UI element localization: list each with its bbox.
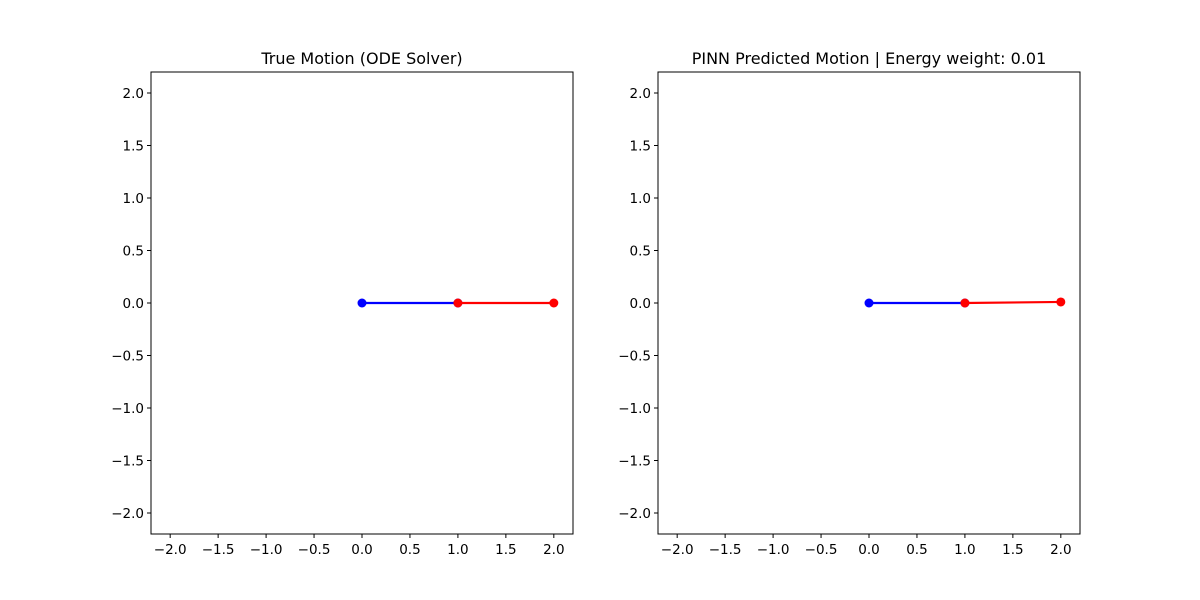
x-tick-label: −1.0 (757, 542, 790, 558)
axes-frame (657, 71, 1081, 535)
x-tick-label: −0.5 (298, 542, 331, 558)
y-tick-label: 0.5 (123, 244, 144, 260)
x-tick-label: 0.5 (399, 542, 420, 558)
y-tick-label: −2.0 (111, 506, 144, 522)
y-tick-label: −1.0 (111, 401, 144, 417)
x-tick-label: 0.5 (906, 542, 927, 558)
y-tick-label: −1.0 (618, 401, 651, 417)
x-tick-label: 1.5 (495, 542, 516, 558)
x-tick-label: −1.0 (250, 542, 283, 558)
y-tick-label: −2.0 (618, 506, 651, 522)
x-tick-label: 0.0 (858, 542, 879, 558)
y-tick-label: −1.5 (111, 454, 144, 470)
data-point (549, 298, 559, 308)
x-tick-label: 0.0 (351, 542, 372, 558)
y-tick-label: 0.5 (630, 244, 651, 260)
y-tick-label: 0.0 (630, 296, 651, 312)
y-tick-label: 1.5 (123, 139, 144, 155)
data-point (1056, 297, 1066, 307)
x-tick-label: −2.0 (661, 542, 694, 558)
x-tick-label: 1.0 (447, 542, 468, 558)
axes-frame (150, 71, 574, 535)
x-tick-label: −1.5 (709, 542, 742, 558)
data-point (864, 298, 874, 308)
y-tick-label: 1.0 (123, 191, 144, 207)
chart-title: PINN Predicted Motion | Energy weight: 0… (692, 49, 1047, 68)
x-tick-label: 1.0 (954, 542, 975, 558)
y-tick-label: −0.5 (111, 349, 144, 365)
x-tick-label: −1.5 (202, 542, 235, 558)
data-point (960, 298, 970, 308)
subplot-true-motion: True Motion (ODE Solver) −2.0 −1.5 −1.0 −0.… (111, 49, 574, 558)
x-tick-label: 2.0 (543, 542, 564, 558)
y-tick-label: 2.0 (630, 86, 651, 102)
y-tick-label: 1.0 (630, 191, 651, 207)
x-tick-label: 1.5 (1002, 542, 1023, 558)
x-tick-label: −2.0 (154, 542, 187, 558)
y-tick-label: 2.0 (123, 86, 144, 102)
data-point (357, 298, 367, 308)
series-line (963, 300, 1062, 305)
y-tick-label: −0.5 (618, 349, 651, 365)
y-tick-label: 0.0 (123, 296, 144, 312)
y-tick-label: 1.5 (630, 139, 651, 155)
chart-title: True Motion (ODE Solver) (260, 49, 462, 68)
data-point (453, 298, 463, 308)
x-tick-label: 2.0 (1050, 542, 1071, 558)
y-tick-label: −1.5 (618, 454, 651, 470)
x-tick-label: −0.5 (805, 542, 838, 558)
subplot-pinn-motion: PINN Predicted Motion | Energy weight: 0… (618, 49, 1081, 558)
